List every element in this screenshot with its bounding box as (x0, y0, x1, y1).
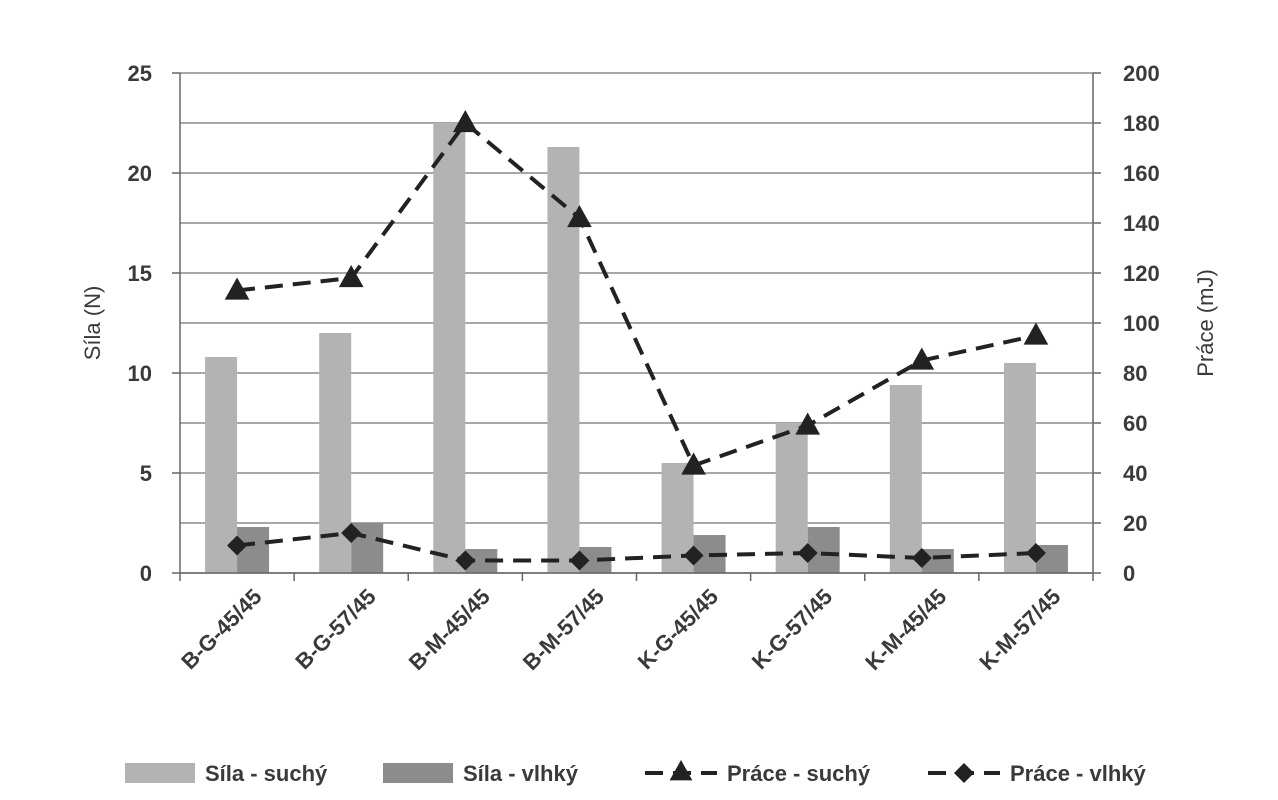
data-point (795, 412, 821, 435)
legend-label: Práce - vlhký (1010, 761, 1147, 786)
y-tick-label: 0 (140, 561, 152, 586)
legend-label: Síla - vlhký (463, 761, 579, 786)
bar (205, 357, 238, 573)
category-labels: B-G-45/45 B-G-57/45 B-M-45/45 B-M-57/45 K-G-… (176, 584, 1065, 675)
series-line (236, 530, 1037, 563)
y-axis-title: Síla (N) (80, 286, 105, 361)
left-axis-ticks: 0 5 10 15 20 25 (128, 61, 152, 586)
legend-swatch (125, 763, 195, 783)
y2-tick-label: 180 (1123, 111, 1160, 136)
data-point (224, 277, 250, 300)
legend: Síla - suchý Síla - vlhký Práce - suchý Prá… (125, 760, 1147, 786)
lines (224, 110, 1049, 571)
legend-swatch (383, 763, 453, 783)
y2-tick-label: 40 (1123, 461, 1147, 486)
bars (205, 123, 1068, 573)
bar (433, 123, 466, 573)
category-label: B-G-57/45 (290, 584, 380, 674)
data-point (911, 548, 932, 568)
y-tick-label: 5 (140, 461, 152, 486)
y2-tick-label: 200 (1123, 61, 1160, 86)
y-tick-label: 25 (128, 61, 152, 86)
category-label: K-M-57/45 (974, 584, 1065, 675)
data-point (797, 543, 818, 563)
legend-label: Síla - suchý (205, 761, 328, 786)
right-axis-ticks: 0 20 40 60 80 100 120 140 160 180 200 (1123, 61, 1160, 586)
data-point (683, 545, 704, 566)
data-point (338, 265, 364, 288)
y-tick-label: 10 (128, 361, 152, 386)
data-point (909, 347, 935, 370)
category-label: K-M-45/45 (860, 584, 951, 675)
gridlines (180, 72, 1093, 574)
y2-tick-label: 120 (1123, 261, 1160, 286)
bar (547, 147, 580, 573)
bar (1003, 363, 1036, 573)
data-point (1023, 322, 1049, 345)
axes (172, 72, 1101, 581)
y2-tick-label: 160 (1123, 161, 1160, 186)
y2-tick-label: 0 (1123, 561, 1135, 586)
data-point (567, 205, 592, 228)
data-point (1025, 543, 1046, 563)
category-label: B-G-45/45 (176, 584, 266, 674)
y2-tick-label: 80 (1123, 361, 1147, 386)
data-point (227, 535, 248, 556)
bar (775, 423, 808, 573)
y2-tick-label: 100 (1123, 311, 1160, 336)
data-point (341, 523, 362, 543)
legend-marker (954, 763, 974, 783)
y2-tick-label: 60 (1123, 411, 1147, 436)
data-point (681, 452, 706, 475)
y2-tick-label: 140 (1123, 211, 1160, 236)
y-tick-label: 20 (128, 161, 152, 186)
legend-label: Práce - suchý (727, 761, 871, 786)
y2-tick-label: 20 (1123, 511, 1147, 536)
category-label: K-G-45/45 (633, 584, 723, 674)
y2-axis-title: Práce (mJ) (1193, 269, 1218, 377)
data-point (569, 550, 590, 571)
data-point (452, 110, 478, 133)
bar (889, 385, 922, 573)
category-label: K-G-57/45 (747, 584, 837, 674)
data-point (455, 550, 476, 571)
category-label: B-M-45/45 (404, 584, 495, 675)
category-label: B-M-57/45 (518, 584, 609, 675)
y-tick-label: 15 (128, 261, 152, 286)
legend-marker (669, 760, 693, 781)
series-line (236, 120, 1037, 468)
